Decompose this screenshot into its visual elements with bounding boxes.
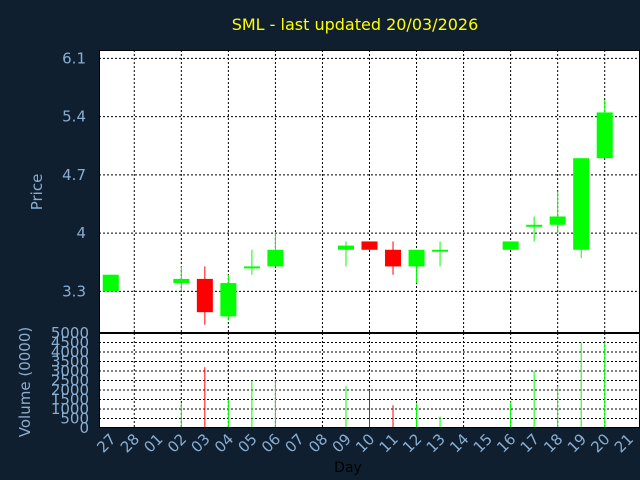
- volume-tick-label: 0: [79, 419, 89, 437]
- day-tick-label: 07: [282, 430, 308, 456]
- price-tick-label: 5.4: [62, 108, 86, 126]
- day-tick-label: 12: [399, 430, 425, 456]
- candle-body: [102, 274, 119, 292]
- candle-body: [173, 278, 190, 284]
- volume-tick-label: 3500: [51, 353, 89, 371]
- day-tick-label: 21: [611, 430, 637, 456]
- price-tick-label: 4.7: [62, 166, 86, 184]
- day-tick-label: 01: [140, 430, 166, 456]
- price-axis-label: Price: [28, 174, 46, 211]
- day-tick-label: 18: [540, 430, 566, 456]
- candle-body: [337, 245, 354, 250]
- chart-title: SML - last updated 20/03/2026: [232, 15, 479, 34]
- day-tick-label: 10: [352, 430, 378, 456]
- price-tick-labels: 6.1 5.4 4.7 4 3.3: [62, 49, 86, 300]
- volume-tick-label: 1500: [51, 391, 89, 409]
- volume-tick-label: 4500: [51, 334, 89, 352]
- day-tick-label: 06: [258, 430, 284, 456]
- candle-body: [526, 224, 543, 227]
- day-tick-label: 17: [517, 430, 543, 456]
- volume-tick-label: 500: [60, 410, 89, 428]
- day-tick-labels: 2728010203040506070809101112131415161718…: [93, 430, 637, 456]
- candle-body: [502, 241, 519, 250]
- day-tick-label: 11: [376, 430, 402, 456]
- volume-tick-label: 4000: [51, 343, 89, 361]
- price-tick-label: 6.1: [62, 49, 86, 67]
- day-tick-label: 19: [564, 430, 590, 456]
- day-tick-label: 05: [234, 430, 260, 456]
- candle-body: [432, 249, 449, 252]
- day-tick-label: 02: [164, 430, 190, 456]
- day-tick-label: 03: [187, 430, 213, 456]
- candle-body: [596, 112, 613, 159]
- day-axis-label: Day: [334, 460, 362, 476]
- candle-body: [549, 216, 566, 225]
- day-tick-label: 16: [493, 430, 519, 456]
- volume-axis-label: Volume (0000): [16, 327, 34, 437]
- day-tick-label: 08: [305, 430, 331, 456]
- price-tick-label: 3.3: [62, 282, 86, 300]
- day-tick-label: 27: [93, 430, 119, 456]
- candles: [102, 99, 613, 325]
- day-tick-label: 20: [587, 430, 613, 456]
- candle-body: [196, 278, 213, 313]
- volume-tick-label: 3000: [51, 362, 89, 380]
- volume-tick-label: 5000: [51, 324, 89, 342]
- price-tick-label: 4: [76, 224, 86, 242]
- day-tick-label: 04: [211, 430, 237, 456]
- day-tick-label: 13: [423, 430, 449, 456]
- day-tick-label: 14: [446, 430, 472, 456]
- candle-body: [220, 283, 237, 317]
- candle-body: [573, 158, 590, 250]
- candle-body: [361, 241, 378, 250]
- volume-bars: [180, 342, 606, 428]
- candle-body: [267, 249, 284, 267]
- volume-tick-label: 2000: [51, 381, 89, 399]
- volume-tick-label: 1000: [51, 400, 89, 418]
- day-tick-label: 15: [470, 430, 496, 456]
- day-tick-label: 09: [329, 430, 355, 456]
- candle-body: [408, 249, 425, 267]
- candle-body: [243, 266, 260, 269]
- candle-body: [385, 249, 402, 267]
- volume-tick-label: 2500: [51, 372, 89, 390]
- day-tick-label: 28: [117, 430, 143, 456]
